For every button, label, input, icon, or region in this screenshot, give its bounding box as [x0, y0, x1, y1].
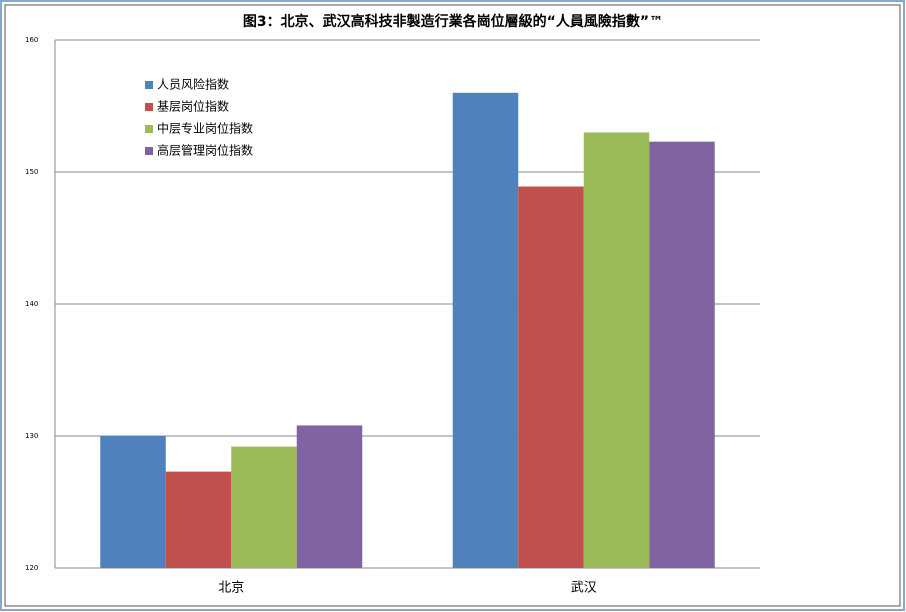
bar [231, 446, 297, 568]
y-tick-label: 150 [25, 168, 38, 176]
bar [296, 425, 363, 568]
legend-swatch [145, 81, 153, 89]
legend-label: 中层专业岗位指数 [157, 121, 253, 136]
legend-label: 基层岗位指数 [157, 99, 229, 114]
legend-swatch [145, 147, 153, 155]
y-tick-label: 160 [25, 36, 38, 44]
bar [649, 141, 715, 568]
chart-border [4, 4, 901, 607]
legend-swatch [145, 125, 153, 133]
chart-title: 图3：北京、武汉高科技非製造行業各崗位層級的“人員風險指數”™ [243, 13, 663, 30]
bar [165, 471, 232, 568]
y-tick-label: 120 [25, 564, 38, 572]
bar [583, 132, 650, 568]
bar [452, 92, 519, 569]
legend-label: 高层管理岗位指数 [157, 143, 253, 158]
legend-label: 人员风险指数 [157, 77, 229, 92]
bar [100, 436, 166, 568]
x-tick-label: 北京 [218, 581, 244, 596]
legend-swatch [145, 103, 153, 111]
bar [518, 186, 584, 568]
y-tick-label: 140 [25, 300, 38, 308]
x-tick-label: 武汉 [571, 581, 597, 596]
y-tick-label: 130 [25, 432, 38, 440]
